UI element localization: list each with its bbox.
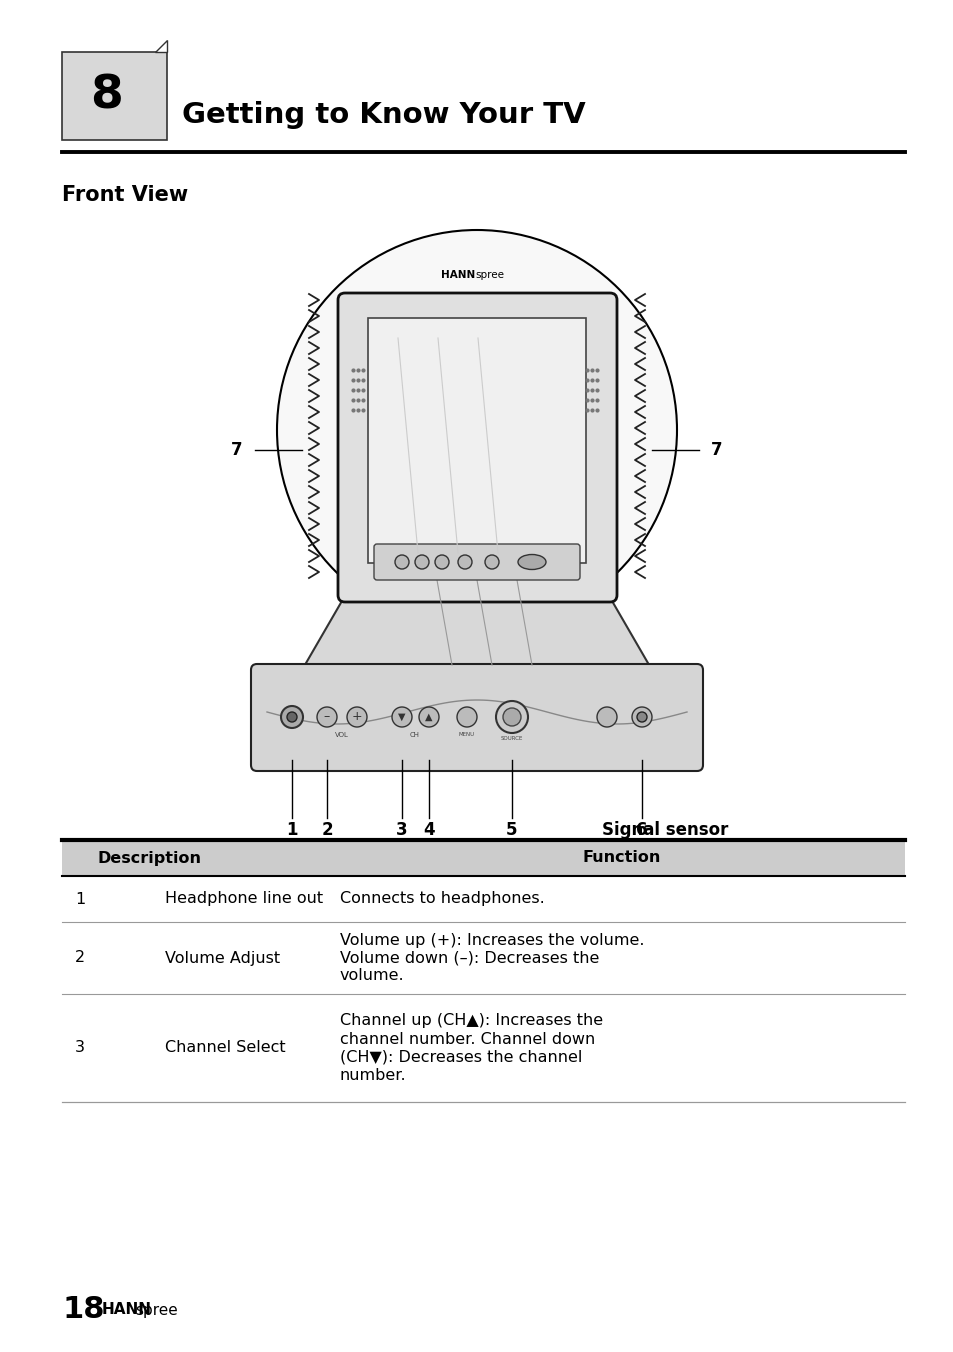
- Text: Signal sensor: Signal sensor: [601, 821, 727, 840]
- Text: 18: 18: [62, 1295, 105, 1325]
- Text: Connects to headphones.: Connects to headphones.: [339, 891, 544, 906]
- Text: Headphone line out: Headphone line out: [165, 891, 323, 906]
- Circle shape: [484, 556, 498, 569]
- Text: 4: 4: [423, 821, 435, 840]
- Circle shape: [287, 713, 296, 722]
- FancyBboxPatch shape: [337, 293, 617, 602]
- Text: 1: 1: [74, 891, 85, 906]
- Text: ▼: ▼: [397, 713, 405, 722]
- Text: +: +: [352, 711, 362, 723]
- Text: ▲: ▲: [425, 713, 433, 722]
- Text: 2: 2: [75, 950, 85, 965]
- Circle shape: [597, 707, 617, 727]
- Circle shape: [281, 706, 303, 727]
- Text: spree: spree: [135, 1302, 177, 1317]
- Text: Getting to Know Your TV: Getting to Know Your TV: [182, 101, 585, 130]
- Circle shape: [457, 556, 472, 569]
- Text: MENU: MENU: [458, 733, 475, 737]
- Text: 3: 3: [395, 821, 407, 840]
- Text: Front View: Front View: [62, 185, 188, 206]
- FancyBboxPatch shape: [251, 664, 702, 771]
- Circle shape: [456, 707, 476, 727]
- Text: HANN: HANN: [440, 270, 475, 280]
- Text: CH: CH: [410, 731, 419, 738]
- Circle shape: [418, 707, 438, 727]
- Circle shape: [415, 556, 429, 569]
- Circle shape: [496, 700, 527, 733]
- Text: 8: 8: [90, 73, 122, 119]
- Circle shape: [395, 556, 409, 569]
- Text: 6: 6: [636, 821, 647, 840]
- Text: 5: 5: [506, 821, 517, 840]
- Circle shape: [637, 713, 646, 722]
- Text: HANN: HANN: [102, 1302, 152, 1317]
- Circle shape: [392, 707, 412, 727]
- Text: Volume Adjust: Volume Adjust: [165, 950, 280, 965]
- Text: 7: 7: [231, 441, 243, 458]
- Text: number.: number.: [339, 1068, 406, 1083]
- Bar: [368, 318, 585, 562]
- FancyBboxPatch shape: [374, 544, 579, 580]
- Text: Description: Description: [98, 850, 202, 865]
- Text: –: –: [323, 711, 330, 723]
- Text: SOURCE: SOURCE: [500, 737, 522, 741]
- Circle shape: [316, 707, 336, 727]
- Text: 1: 1: [286, 821, 297, 840]
- Text: VOL: VOL: [335, 731, 349, 738]
- Text: volume.: volume.: [339, 968, 404, 983]
- Text: 7: 7: [710, 441, 722, 458]
- Circle shape: [631, 707, 651, 727]
- Bar: [62, 840, 904, 876]
- Text: spree: spree: [475, 270, 503, 280]
- Text: 3: 3: [75, 1041, 85, 1056]
- Polygon shape: [302, 575, 651, 671]
- Text: Function: Function: [582, 850, 660, 865]
- Text: Volume down (–): Decreases the: Volume down (–): Decreases the: [339, 950, 598, 965]
- Ellipse shape: [517, 554, 545, 569]
- Text: Channel Select: Channel Select: [165, 1041, 285, 1056]
- Circle shape: [435, 556, 449, 569]
- Text: Channel up (CH▲): Increases the: Channel up (CH▲): Increases the: [339, 1014, 602, 1029]
- Text: (CH▼): Decreases the channel: (CH▼): Decreases the channel: [339, 1049, 581, 1064]
- Polygon shape: [154, 41, 167, 51]
- Text: channel number. Channel down: channel number. Channel down: [339, 1032, 595, 1046]
- Circle shape: [347, 707, 367, 727]
- Circle shape: [502, 708, 520, 726]
- Bar: [62, 51, 167, 141]
- Circle shape: [276, 230, 677, 630]
- Text: Volume up (+): Increases the volume.: Volume up (+): Increases the volume.: [339, 933, 644, 948]
- Text: 2: 2: [321, 821, 333, 840]
